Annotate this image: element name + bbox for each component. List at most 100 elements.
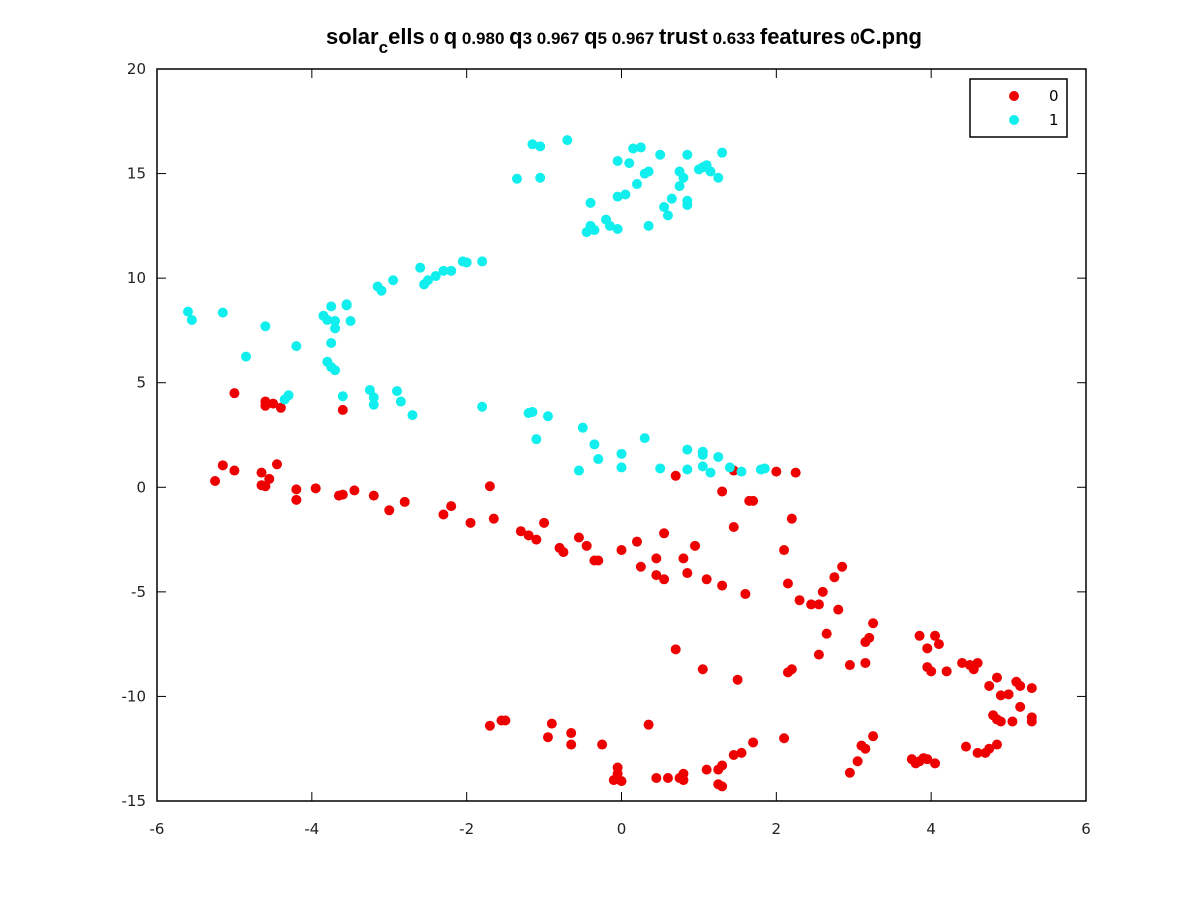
- point-series-1: [283, 390, 294, 401]
- point-series-1: [643, 220, 654, 231]
- point-series-1: [616, 462, 627, 473]
- point-series-1: [511, 173, 522, 184]
- point-series-1: [241, 351, 252, 362]
- point-series-0: [740, 588, 751, 599]
- point-series-1: [391, 386, 402, 397]
- point-series-1: [655, 463, 666, 474]
- point-series-0: [991, 739, 1002, 750]
- point-series-0: [701, 764, 712, 775]
- point-series-1: [364, 385, 375, 396]
- point-series-1: [446, 265, 457, 276]
- point-series-0: [868, 618, 879, 629]
- point-series-0: [566, 739, 577, 750]
- point-series-1: [697, 461, 708, 472]
- point-series-1: [322, 314, 333, 325]
- point-series-0: [968, 664, 979, 675]
- point-series-1: [430, 271, 441, 282]
- point-series-0: [1007, 716, 1018, 727]
- point-series-0: [670, 644, 681, 655]
- point-series-0: [984, 680, 995, 691]
- point-series-0: [260, 481, 271, 492]
- point-series-1: [368, 399, 379, 410]
- point-series-0: [217, 460, 228, 471]
- point-series-0: [573, 532, 584, 543]
- point-series-0: [484, 720, 495, 731]
- point-series-0: [264, 473, 275, 484]
- point-series-0: [260, 396, 271, 407]
- point-series-1: [666, 193, 677, 204]
- point-series-1: [713, 172, 724, 183]
- point-series-0: [717, 486, 728, 497]
- point-series-0: [736, 747, 747, 758]
- point-series-1: [724, 462, 735, 473]
- point-series-0: [531, 534, 542, 545]
- point-series-1: [682, 464, 693, 475]
- legend-box: [969, 78, 1068, 138]
- point-series-1: [573, 465, 584, 476]
- point-series-0: [930, 630, 941, 641]
- point-series-0: [697, 664, 708, 675]
- point-series-1: [616, 448, 627, 459]
- point-series-0: [806, 599, 817, 610]
- point-series-0: [813, 599, 824, 610]
- point-series-1: [682, 444, 693, 455]
- point-series-0: [558, 547, 569, 558]
- point-series-0: [957, 657, 968, 668]
- point-series-1: [620, 189, 631, 200]
- point-series-0: [399, 496, 410, 507]
- point-series-0: [515, 526, 526, 537]
- point-series-0: [631, 536, 642, 547]
- point-series-0: [782, 578, 793, 589]
- point-series-0: [593, 555, 604, 566]
- point-series-0: [914, 630, 925, 641]
- point-series-1: [682, 195, 693, 206]
- point-series-1: [326, 337, 337, 348]
- point-series-0: [539, 517, 550, 528]
- point-series-0: [229, 388, 240, 399]
- y-tick-label: 5: [136, 374, 146, 392]
- point-series-0: [844, 767, 855, 778]
- point-series-0: [291, 494, 302, 505]
- point-series-1: [662, 210, 673, 221]
- point-series-0: [926, 666, 937, 677]
- point-series-0: [546, 718, 557, 729]
- point-series-1: [330, 316, 341, 327]
- x-tick-label: 4: [926, 820, 936, 838]
- point-series-0: [779, 733, 790, 744]
- point-series-1: [535, 141, 546, 152]
- point-series-0: [616, 545, 627, 556]
- point-series-1: [260, 321, 271, 332]
- point-series-1: [477, 401, 488, 412]
- y-tick-label: -5: [131, 583, 146, 601]
- point-series-0: [991, 672, 1002, 683]
- point-series-0: [678, 553, 689, 564]
- point-series-0: [860, 743, 871, 754]
- point-series-0: [496, 715, 507, 726]
- point-series-0: [229, 465, 240, 476]
- point-series-0: [790, 467, 801, 478]
- point-series-0: [941, 666, 952, 677]
- point-series-1: [612, 191, 623, 202]
- point-series-0: [817, 586, 828, 597]
- y-tick-label: -10: [122, 687, 147, 705]
- point-series-0: [275, 402, 286, 413]
- point-series-0: [1026, 716, 1037, 727]
- point-series-1: [527, 406, 538, 417]
- point-series-1: [674, 181, 685, 192]
- point-series-0: [566, 728, 577, 739]
- point-series-1: [577, 422, 588, 433]
- point-series-0: [833, 604, 844, 615]
- point-series-1: [330, 365, 341, 376]
- point-series-0: [368, 490, 379, 501]
- point-series-0: [256, 467, 267, 478]
- x-tick-label: 2: [772, 820, 782, 838]
- point-series-0: [813, 649, 824, 660]
- point-series-0: [995, 690, 1006, 701]
- point-series-1: [659, 202, 670, 213]
- point-series-0: [337, 489, 348, 500]
- point-series-0: [1003, 689, 1014, 700]
- point-series-0: [748, 737, 759, 748]
- x-tick-label: 0: [617, 820, 627, 838]
